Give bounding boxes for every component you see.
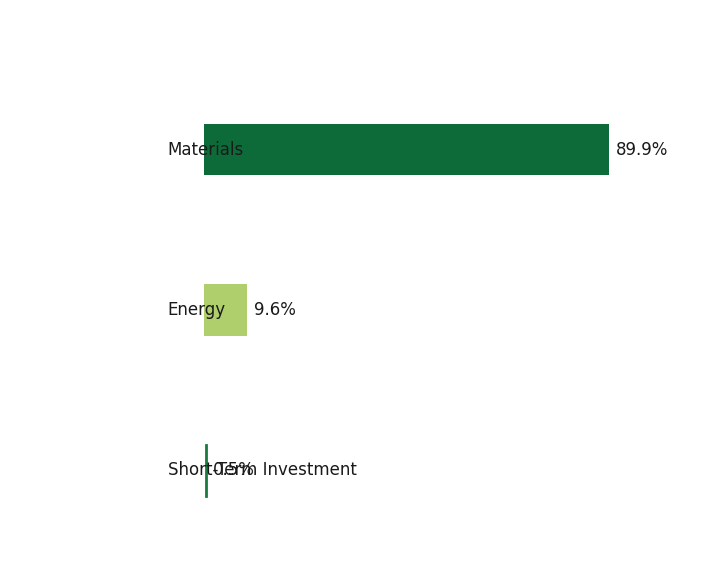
Bar (204, 285, 247, 336)
Text: 89.9%: 89.9% (616, 141, 668, 159)
Text: Energy: Energy (167, 301, 226, 319)
Bar (204, 124, 609, 175)
Text: Short-Term Investment: Short-Term Investment (167, 462, 357, 479)
Text: 0.5%: 0.5% (213, 462, 255, 479)
Text: Materials: Materials (167, 141, 244, 159)
Text: 9.6%: 9.6% (254, 301, 296, 319)
